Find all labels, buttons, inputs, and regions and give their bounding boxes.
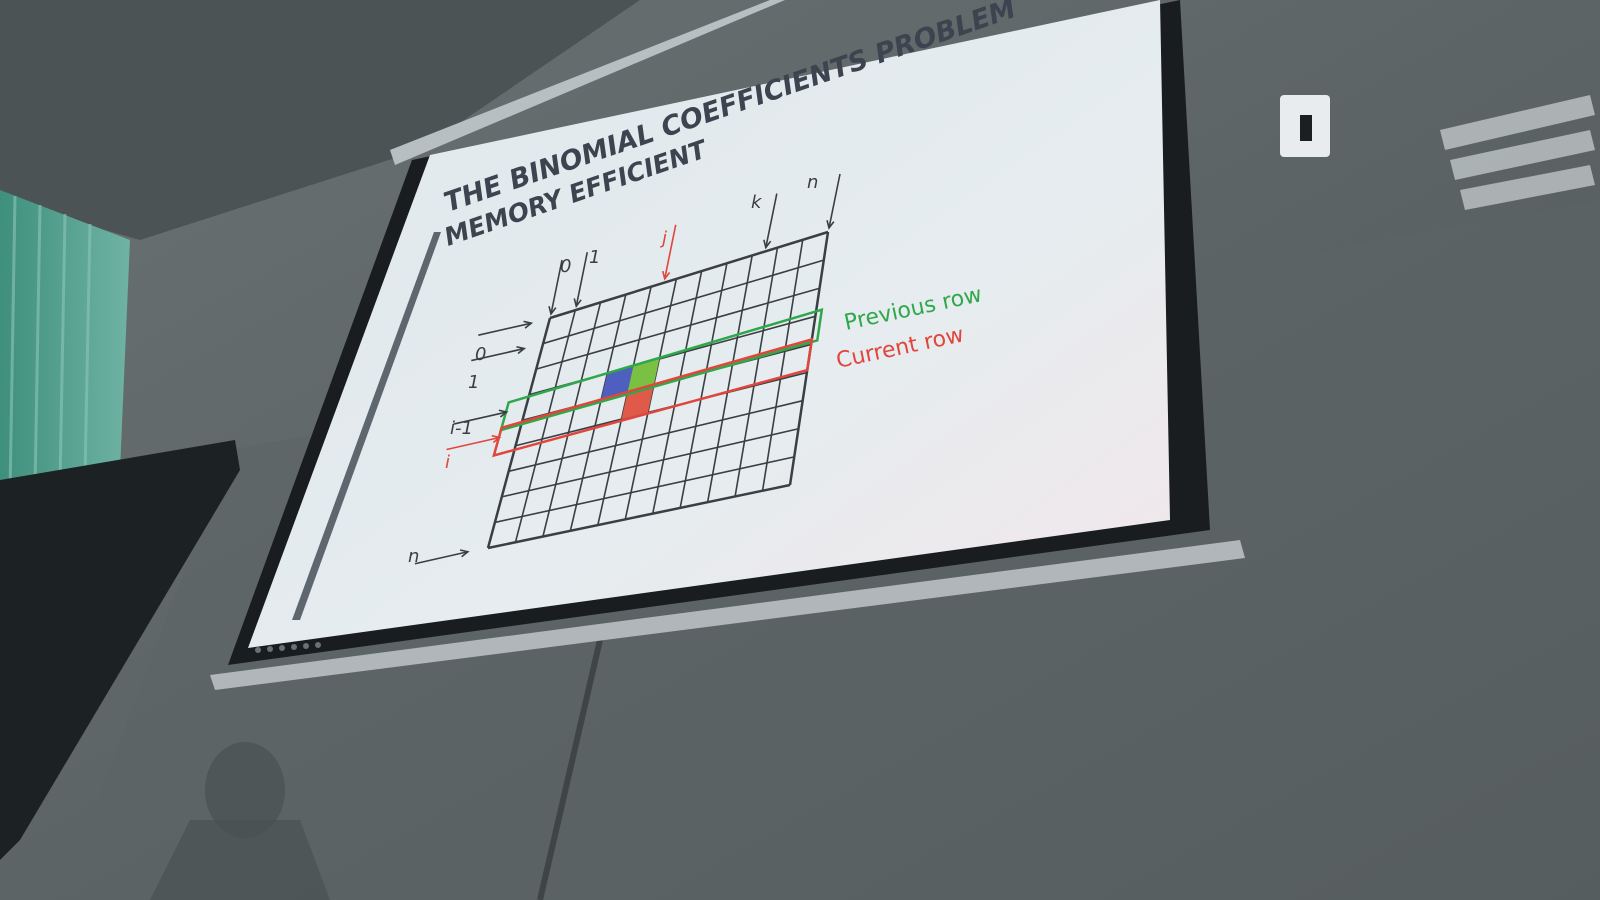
arrow-col-k [765,193,778,248]
row-label-0: 0 [475,344,486,365]
arrow-row-1-head [516,345,527,355]
grid-col-line [486,317,552,549]
arrow-row-0 [478,322,532,336]
arrow-col-n [828,173,841,229]
row-label-i-1: i-1 [450,418,473,439]
grid-row-line [549,230,829,320]
slide-accent-bar [292,232,441,620]
arrow-row-i-1-head [498,409,509,418]
arrow-row-0-head [523,320,534,329]
current-row-box [492,337,814,458]
arrow-col-j [663,224,677,279]
previous-row-box [499,307,824,432]
blind-slats [8,195,92,496]
arrow-row-i-1 [453,411,507,425]
grid-row-line [508,399,803,473]
row-label-n: n [408,546,419,567]
grid-col-line [706,255,753,503]
row-label-1: 1 [468,372,479,393]
grid-row-line [487,483,791,550]
arrow-row-i [446,436,500,451]
arrow-row-1 [471,347,525,362]
arrow-row-n-head [459,549,470,558]
col-label-k: k [751,192,763,213]
arrow-col-n-head [826,220,835,230]
person-shadow-body [150,820,330,900]
column-arrows [548,173,841,316]
person-shadow [205,742,285,838]
grid-col-line [761,239,804,491]
screen-bottom-bar [210,540,1245,690]
row-arrows [414,320,534,565]
arrow-col-j-head [661,270,671,281]
arrow-col-0-head [548,306,557,316]
grid-row-line [536,287,820,370]
monitor-dark [0,440,240,860]
arrow-col-1-head [573,298,582,308]
grid-col-line [597,286,652,526]
grid-col-line [514,309,577,543]
col-label-0: 0 [560,256,571,277]
grid-col-line [569,294,627,532]
col-label-1: 1 [589,247,600,268]
grid-col-line [679,263,728,509]
grid-row-line [501,427,799,498]
cell-blue [601,366,634,400]
grid-row-line [542,259,825,345]
light-reflections [1440,95,1595,210]
projector-screen [248,0,1170,648]
arrow-col-k-head [763,239,772,250]
arrow-row-n [414,550,469,565]
grid-col-line [651,270,703,514]
ceiling [0,0,640,240]
window-blinds [0,190,130,500]
grid-row-line [494,456,795,524]
grid-col-line [734,247,779,497]
col-label-j: j [659,228,667,249]
slide-nav-icons [255,642,321,653]
arrow-row-i-head [491,434,502,444]
arrow-col-0 [550,259,563,315]
screen-case-top [390,0,785,165]
row-label-i: i [445,452,450,473]
arrow-col-1 [575,252,589,307]
whiteboard-divider [537,639,603,900]
col-label-n: n [807,172,818,193]
grid-col-line [542,302,602,537]
